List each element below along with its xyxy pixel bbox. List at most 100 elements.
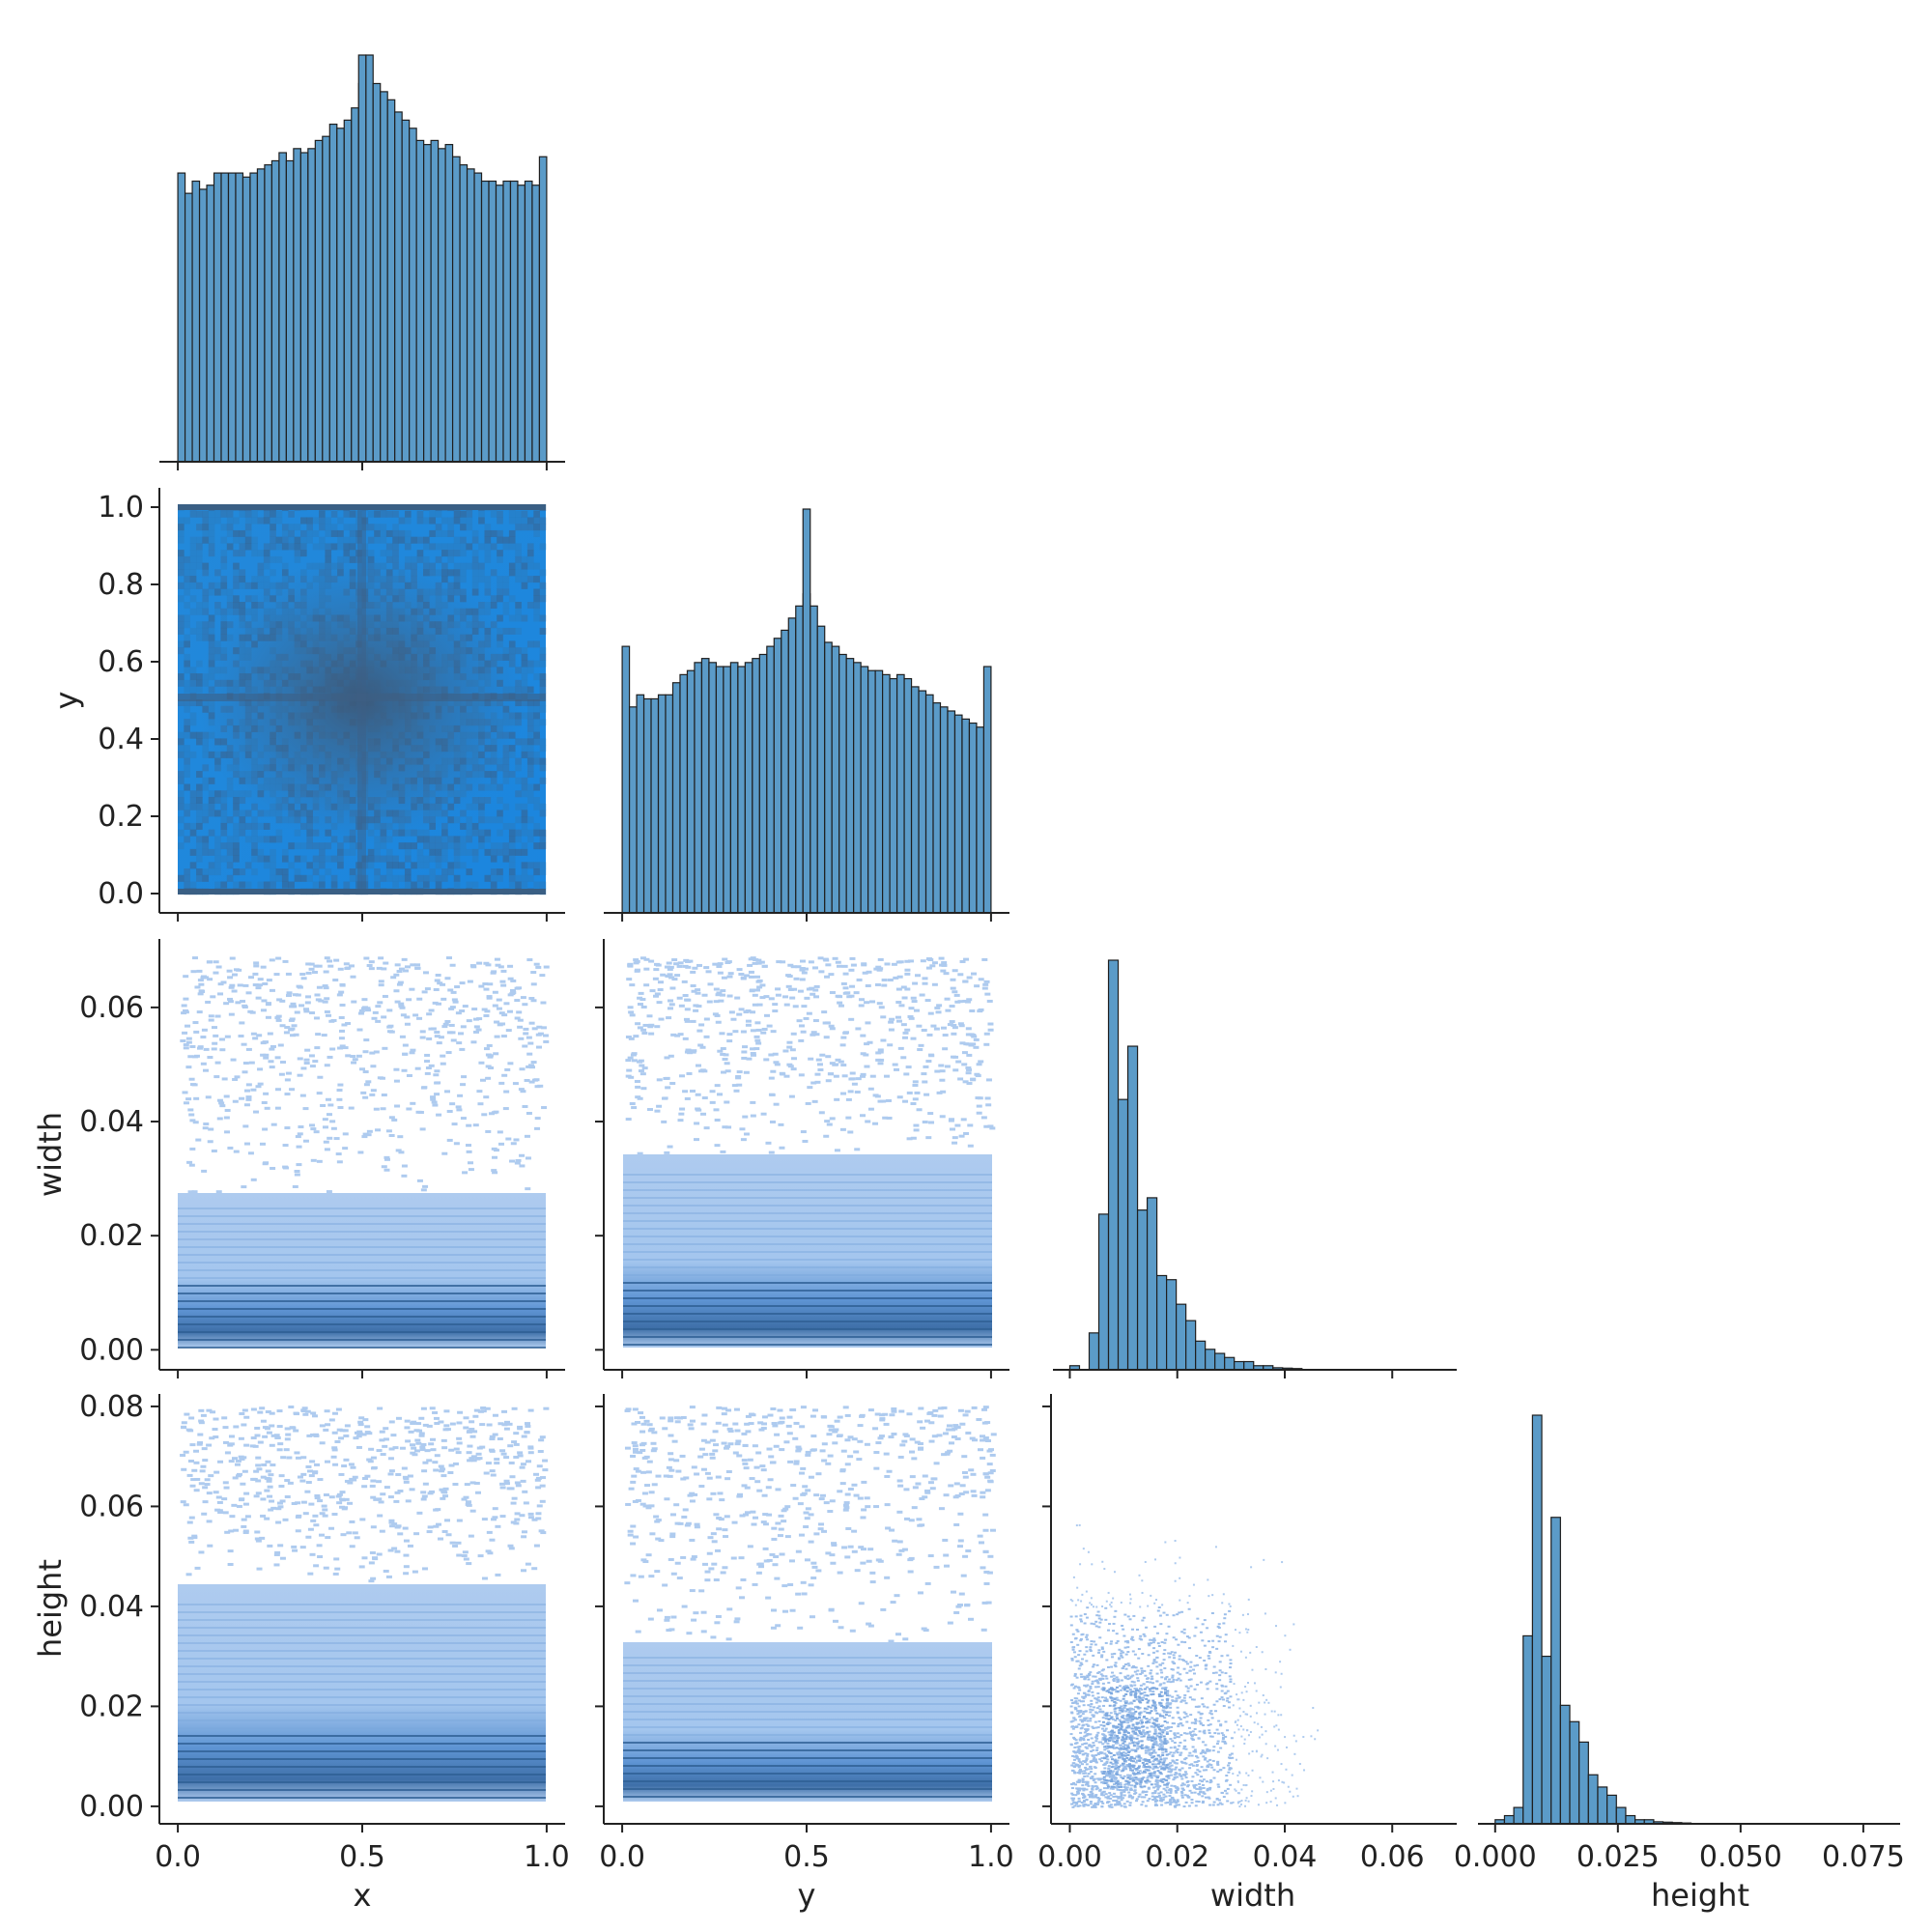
hist2d-sparse-cell: [844, 1492, 851, 1496]
hist2d-cell: [312, 881, 320, 889]
hist2d-sparse-cell: [250, 1436, 257, 1440]
hist2d-sparse-cell: [810, 1031, 817, 1035]
hist2d-sparse-cell: [384, 1486, 390, 1490]
hist2d-sparse-cell: [285, 1433, 292, 1436]
hist2d-cell: [233, 848, 240, 856]
hist2d-sparse-cell: [682, 1508, 689, 1512]
hist2d-cell: [202, 524, 210, 531]
hist2d-row: [623, 1321, 992, 1322]
hist2d-sparse-cell: [310, 1127, 317, 1131]
hist2d-sparse-cell: [840, 1064, 847, 1067]
hist2d-cell: [502, 608, 510, 615]
hist2d-cell: [521, 803, 528, 810]
hist2d-sparse-cell: [815, 1569, 822, 1573]
hist2d-sparse-cell: [209, 1436, 215, 1440]
hist2d-sparse-cell: [474, 1457, 481, 1461]
hist2d-sparse-cell: [531, 1518, 538, 1521]
hist2d-sparse-cell: [289, 1005, 296, 1009]
hist2d-sparse-cell: [456, 1441, 463, 1445]
hist2d-sparse-cell: [235, 1474, 242, 1478]
hist2d-sparse-cell: [963, 1131, 970, 1135]
hist2d-cell: [367, 862, 375, 869]
hist2d-sparse-cell: [668, 1458, 674, 1462]
hist2d-cell: [214, 862, 221, 869]
hist2d-cell: [189, 797, 197, 805]
hist2d-sparse-cell: [422, 1184, 429, 1188]
hist2d-cell: [478, 842, 485, 850]
hist2d-cell: [533, 602, 540, 610]
hist2d-row: [178, 1262, 546, 1264]
hist2d-cell: [343, 881, 351, 889]
hist2d-sparse-cell: [325, 1097, 331, 1101]
hist2d-sparse-cell: [528, 1021, 535, 1025]
hist2d-sparse-cell: [491, 1169, 497, 1173]
hist2d-cell: [497, 510, 503, 518]
hist2d-sparse-cell: [864, 1042, 870, 1046]
hist2d-sparse-cell: [789, 1608, 796, 1612]
hist2d-sparse-cell: [411, 1420, 417, 1424]
hist2d-cell: [244, 524, 252, 531]
hist2d-sparse-cell: [308, 1474, 315, 1478]
hist2d-sparse-cell: [829, 1499, 836, 1503]
hist2d-sparse-cell: [961, 1051, 968, 1055]
hist-bar: [1185, 1320, 1197, 1371]
hist2d-sparse-cell: [735, 1586, 742, 1590]
hist2d-sparse-cell: [334, 1567, 341, 1571]
hist2d-cell: [533, 576, 540, 583]
hist2d-sparse-cell: [442, 1494, 449, 1498]
hist2d-sparse-cell: [322, 1514, 328, 1518]
hist2d-sparse-cell: [786, 1045, 793, 1049]
hist2d-cell: [435, 855, 442, 863]
hist2d-cell: [355, 881, 362, 889]
hist2d-sparse-cell: [966, 1082, 973, 1086]
hist2d-sparse-cell: [909, 1450, 916, 1454]
hist2d-sparse-cell: [275, 1507, 282, 1511]
hist2d-sparse-cell: [844, 1463, 851, 1466]
hist2d-sparse-cell: [264, 1427, 270, 1431]
hist2d-sparse-cell: [827, 1510, 834, 1514]
hist2d-sparse-cell: [472, 1123, 479, 1127]
hist2d-sparse-cell: [808, 1540, 814, 1544]
hist2d-sparse-cell: [772, 1009, 779, 1013]
hist2d-sparse-cell: [973, 1045, 980, 1049]
hist2d-sparse-cell: [973, 1037, 980, 1041]
hist2d-sparse-cell: [848, 968, 855, 972]
hist2d-cell: [233, 836, 240, 843]
hist2d-sparse-cell: [865, 983, 871, 987]
hist2d-sparse-cell: [849, 956, 856, 960]
hist2d-sparse-cell: [642, 1023, 649, 1027]
hist2d-cell: [453, 874, 461, 882]
hist2d-cell: [196, 562, 203, 570]
hist2d-row: [178, 1774, 546, 1776]
xtick-group-x: 0.0 0.5 1.0: [155, 1824, 570, 1874]
hist2d-sparse-cell: [342, 1132, 349, 1136]
hist2d-sparse-cell: [888, 1020, 895, 1024]
hist2d-cell: [484, 543, 492, 551]
hist2d-sparse-cell: [452, 1000, 459, 1004]
hist2d-sparse-cell: [514, 1016, 521, 1020]
hist2d-sparse-cell: [443, 1424, 450, 1428]
hist2d-sparse-cell: [418, 1434, 425, 1437]
hist2d-sparse-cell: [744, 1511, 751, 1515]
hist2d-sparse-cell: [309, 1011, 316, 1015]
hist2d-cell: [508, 595, 516, 603]
hist2d-cell: [411, 842, 417, 850]
hist2d-sparse-cell: [882, 1412, 889, 1416]
hist2d-sparse-cell: [217, 982, 224, 986]
hist2d-cell: [275, 829, 283, 837]
hist2d-cell: [526, 757, 534, 765]
hist2d-sparse-cell: [786, 1432, 793, 1435]
hist2d-cell: [411, 862, 417, 869]
hist2d-sparse-cell: [426, 1530, 433, 1534]
hist2d-sparse-cell: [978, 1060, 984, 1064]
hist2d-sparse-cell: [937, 1406, 944, 1410]
hist2d-sparse-cell: [429, 1406, 436, 1410]
hist2d-sparse-cell: [330, 1455, 337, 1459]
hist2d-sparse-cell: [459, 981, 466, 985]
hist2d-sparse-cell: [904, 1028, 911, 1032]
hist2d-sparse-cell: [675, 1469, 682, 1473]
hist2d-cell: [202, 842, 210, 850]
hist2d-cell: [497, 829, 503, 837]
hist-bar: [1195, 1340, 1207, 1371]
hist-bar: [466, 168, 475, 463]
